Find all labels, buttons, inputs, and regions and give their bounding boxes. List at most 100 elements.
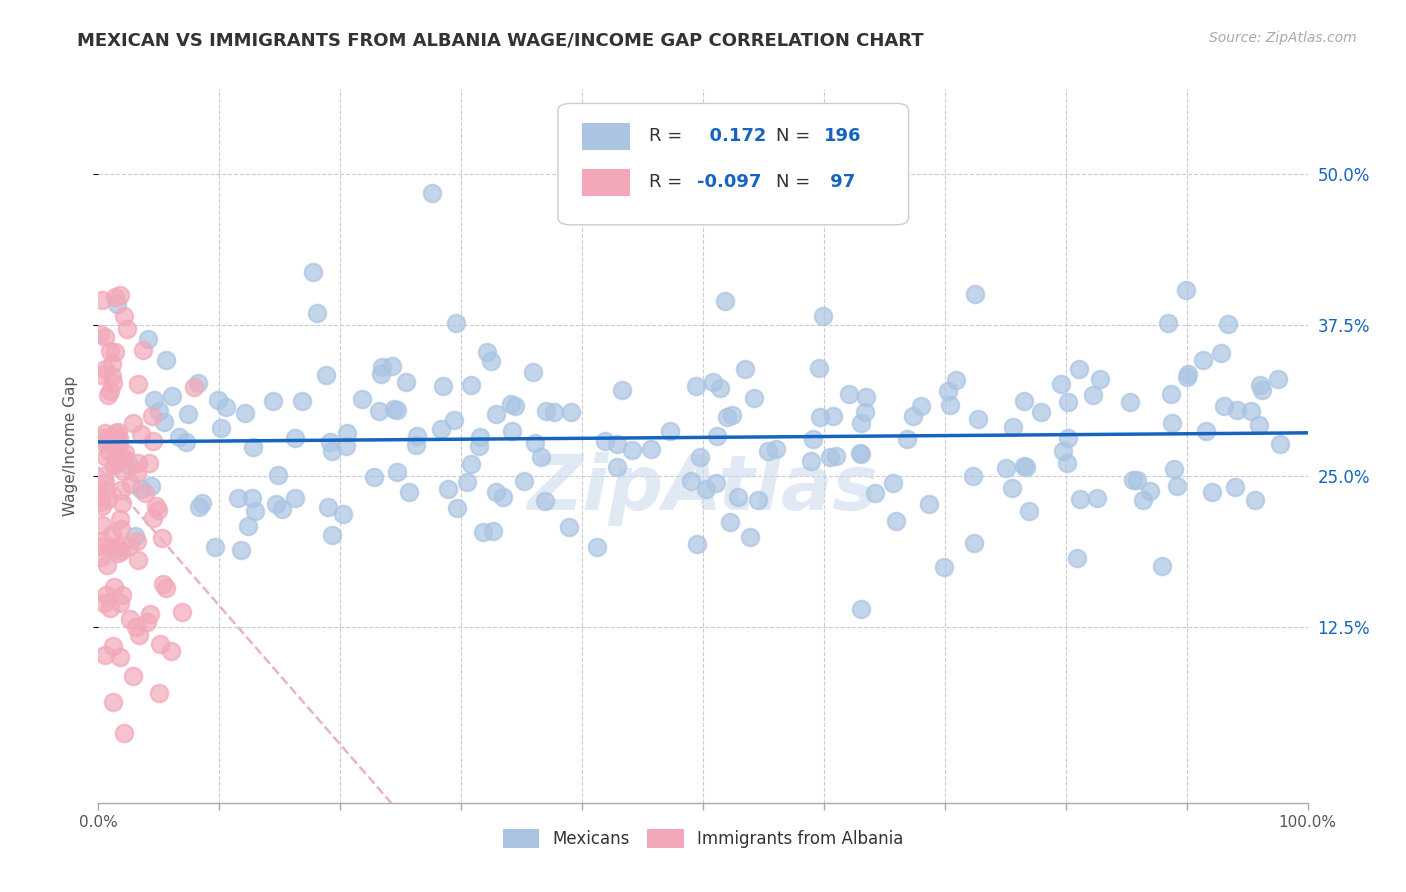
- Point: [89, 488, 111, 502]
- Point: [962, 468, 984, 483]
- Point: [316, 500, 339, 514]
- Point: [398, 484, 420, 499]
- Point: [882, 476, 904, 491]
- Point: [143, 393, 166, 408]
- Point: [824, 449, 846, 463]
- Point: [155, 352, 177, 367]
- Point: [460, 377, 482, 392]
- Point: [727, 490, 749, 504]
- Point: [903, 409, 925, 424]
- Point: [446, 501, 468, 516]
- Text: R =: R =: [648, 127, 688, 145]
- Point: [686, 537, 709, 551]
- Point: [112, 464, 135, 478]
- Point: [384, 401, 406, 416]
- Point: [734, 361, 756, 376]
- Point: [742, 392, 765, 406]
- Point: [1122, 473, 1144, 487]
- Point: [94, 329, 117, 343]
- Point: [468, 430, 491, 444]
- Point: [585, 540, 607, 554]
- Point: [716, 409, 738, 424]
- Point: [1216, 318, 1239, 332]
- Point: [437, 482, 460, 496]
- Point: [114, 445, 136, 459]
- Point: [499, 397, 522, 411]
- Point: [98, 384, 121, 398]
- Point: [98, 600, 121, 615]
- Point: [97, 491, 120, 506]
- Point: [134, 486, 156, 500]
- Point: [124, 529, 146, 543]
- Point: [160, 389, 183, 403]
- Point: [1001, 481, 1024, 495]
- Point: [1177, 367, 1199, 381]
- Point: [808, 361, 831, 376]
- Point: [593, 434, 616, 448]
- Y-axis label: Wage/Income Gap: Wage/Income Gap: [63, 376, 77, 516]
- Point: [1014, 459, 1036, 474]
- Point: [332, 508, 354, 522]
- Text: Source: ZipAtlas.com: Source: ZipAtlas.com: [1209, 31, 1357, 45]
- Point: [501, 425, 523, 439]
- Point: [90, 368, 112, 382]
- Point: [125, 533, 148, 548]
- Point: [204, 540, 226, 554]
- Point: [89, 327, 111, 342]
- Point: [1240, 403, 1263, 417]
- Point: [1174, 283, 1197, 297]
- Point: [853, 405, 876, 419]
- Text: 196: 196: [824, 127, 862, 145]
- Point: [621, 442, 644, 457]
- Point: [120, 458, 142, 473]
- Point: [385, 465, 408, 479]
- Point: [801, 433, 824, 447]
- Point: [94, 588, 117, 602]
- Point: [146, 502, 169, 516]
- Point: [1069, 491, 1091, 506]
- Point: [387, 403, 409, 417]
- Point: [107, 546, 129, 560]
- Point: [1249, 418, 1271, 433]
- Point: [120, 476, 142, 491]
- Point: [141, 479, 163, 493]
- Point: [460, 457, 482, 471]
- Text: MEXICAN VS IMMIGRANTS FROM ALBANIA WAGE/INCOME GAP CORRELATION CHART: MEXICAN VS IMMIGRANTS FROM ALBANIA WAGE/…: [77, 31, 924, 49]
- Point: [1050, 376, 1073, 391]
- Point: [1056, 456, 1078, 470]
- Point: [849, 602, 872, 616]
- Point: [100, 540, 122, 554]
- Point: [1249, 378, 1271, 392]
- Point: [174, 434, 197, 449]
- Point: [1195, 424, 1218, 438]
- Point: [738, 530, 761, 544]
- Point: [236, 519, 259, 533]
- Point: [558, 520, 581, 534]
- Point: [1139, 484, 1161, 499]
- Point: [104, 344, 127, 359]
- Point: [1268, 437, 1291, 451]
- Point: [150, 531, 173, 545]
- Text: N =: N =: [776, 127, 815, 145]
- Point: [849, 445, 872, 459]
- Point: [209, 420, 232, 434]
- Point: [406, 429, 429, 443]
- Point: [721, 408, 744, 422]
- Point: [485, 407, 508, 421]
- Point: [456, 475, 478, 489]
- Point: [127, 466, 149, 480]
- Point: [90, 489, 112, 503]
- Point: [530, 450, 553, 464]
- Legend: Mexicans, Immigrants from Albania: Mexicans, Immigrants from Albania: [496, 822, 910, 855]
- Point: [103, 694, 125, 708]
- Point: [104, 290, 127, 304]
- Point: [884, 514, 907, 528]
- Point: [855, 390, 877, 404]
- Point: [1001, 420, 1024, 434]
- Point: [127, 456, 149, 470]
- Point: [148, 686, 170, 700]
- Point: [1014, 460, 1036, 475]
- Point: [420, 186, 443, 201]
- Point: [336, 426, 359, 441]
- Point: [994, 460, 1017, 475]
